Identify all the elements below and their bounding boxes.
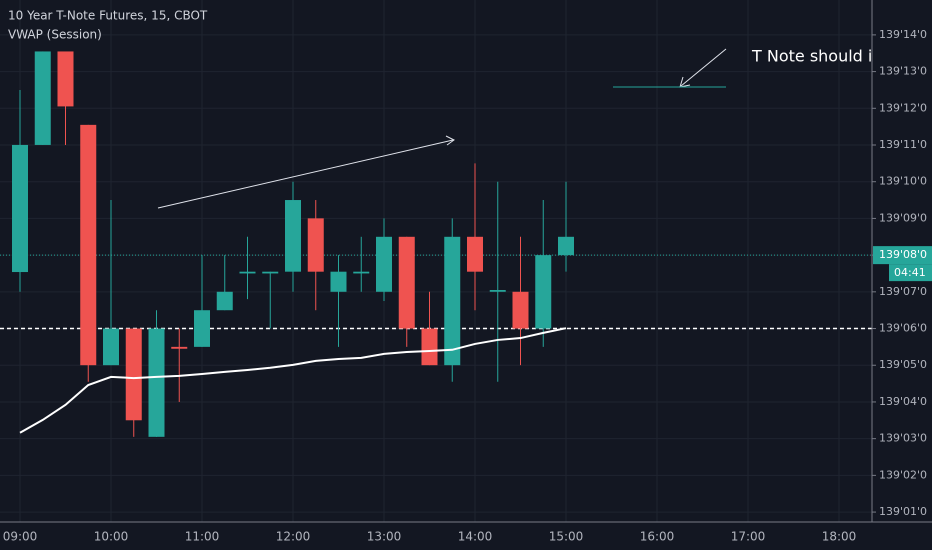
y-tick-label: 139'06'0 — [879, 322, 927, 335]
note-arrow — [680, 48, 727, 87]
y-tick-label: 139'01'0 — [879, 505, 927, 518]
candle-body — [330, 271, 347, 292]
last-price-tag — [873, 246, 932, 265]
candle-body — [467, 236, 483, 272]
x-tick-label: 09:00 — [3, 530, 38, 544]
y-tick-label: 139'05'0 — [879, 358, 927, 371]
plot-area: T Note should in — [0, 47, 883, 437]
candle-body — [398, 236, 415, 329]
x-tick-label: 17:00 — [731, 530, 766, 544]
candle-body — [216, 291, 233, 311]
x-tick-label: 16:00 — [640, 530, 675, 544]
y-tick-label: 139'07'0 — [879, 285, 927, 298]
candle-body — [12, 144, 28, 273]
candle-body — [421, 328, 438, 366]
indicator-label: VWAP (Session) — [8, 28, 102, 42]
candle-body — [171, 346, 188, 349]
candle-body — [444, 236, 461, 366]
x-tick-label: 11:00 — [185, 530, 220, 544]
candle-body — [125, 328, 142, 421]
y-tick-label: 139'03'0 — [879, 432, 927, 445]
y-tick-label: 139'13'0 — [879, 65, 927, 78]
last-price-label: 139'08'0 — [879, 248, 927, 261]
arrow-head — [445, 135, 455, 146]
y-tick-label: 139'09'0 — [879, 211, 927, 224]
y-tick-label: 139'04'0 — [879, 395, 927, 408]
candle-body — [512, 291, 529, 329]
candle-body — [262, 271, 279, 274]
y-tick-label: 139'10'0 — [879, 175, 927, 188]
candle-body — [103, 328, 119, 366]
y-tick-label: 139'02'0 — [879, 468, 927, 481]
x-tick-label: 15:00 — [549, 530, 584, 544]
y-tick-label: 139'14'0 — [879, 28, 927, 41]
candle-body — [376, 236, 392, 292]
candle-body — [489, 290, 506, 292]
trend-arrow — [157, 139, 454, 209]
candle-body — [34, 51, 51, 145]
countdown-tag — [889, 264, 932, 282]
annotation: T Note should in — [751, 47, 883, 66]
candle-body — [535, 255, 552, 329]
candle-body — [353, 271, 370, 274]
y-tick-label: 139'12'0 — [879, 101, 927, 114]
candle-body — [57, 51, 74, 107]
vwap-line — [19, 327, 567, 434]
countdown-label: 04:41 — [894, 266, 926, 279]
candle-body — [558, 236, 574, 256]
x-tick-label: 10:00 — [94, 530, 129, 544]
y-tick-label: 139'11'0 — [879, 138, 927, 151]
candle-body — [148, 328, 165, 437]
x-tick-label: 14:00 — [458, 530, 493, 544]
x-tick-label: 12:00 — [276, 530, 311, 544]
candle-body — [194, 310, 210, 347]
candle-body — [307, 218, 324, 272]
candle-body — [285, 200, 301, 272]
x-tick-label: 13:00 — [367, 530, 402, 544]
x-tick-label: 18:00 — [822, 530, 857, 544]
chart-title: 10 Year T-Note Futures, 15, CBOT — [8, 9, 208, 23]
candle-body — [80, 124, 97, 366]
candle-body — [239, 271, 256, 274]
